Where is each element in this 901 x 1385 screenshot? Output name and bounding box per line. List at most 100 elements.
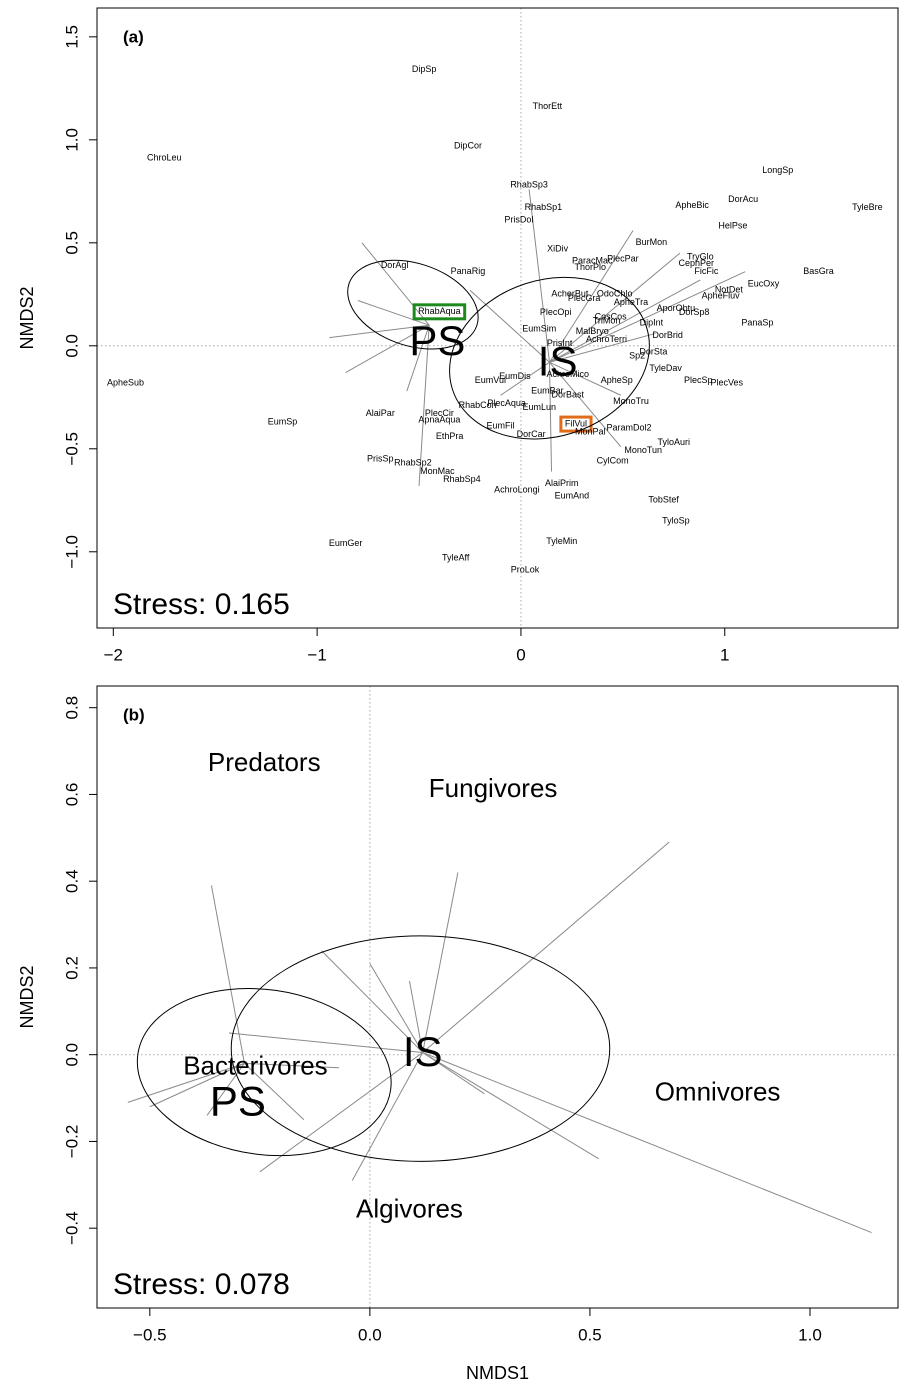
species-label: EucOxy bbox=[748, 278, 780, 288]
panel-label: (b) bbox=[123, 705, 145, 724]
stress-label: Stress: 0.078 bbox=[113, 1268, 290, 1301]
species-label: DipInt bbox=[640, 318, 664, 328]
species-label: ParacMac bbox=[572, 256, 613, 266]
x-tick-label: 0.0 bbox=[358, 1325, 382, 1344]
spider-segment bbox=[408, 980, 424, 1053]
spider-segment bbox=[549, 361, 622, 448]
species-label: AchroMico bbox=[547, 369, 590, 379]
spider-segment bbox=[206, 1063, 245, 1116]
y-tick-label: −1.0 bbox=[62, 535, 81, 569]
spider-segment bbox=[422, 1052, 872, 1233]
species-label: FicFic bbox=[694, 266, 718, 276]
x-axis-label: NMDS1 bbox=[466, 1363, 529, 1383]
spider-segment bbox=[361, 242, 430, 326]
species-label: DorSp8 bbox=[679, 307, 710, 317]
species-label: PlecOpi bbox=[540, 307, 572, 317]
y-tick-label: −0.5 bbox=[62, 432, 81, 466]
species-label: OdoChlo bbox=[597, 289, 633, 299]
spider-segment bbox=[549, 230, 634, 363]
spider-segment bbox=[422, 1052, 599, 1160]
species-label: RhabSp4 bbox=[443, 474, 481, 484]
group-name: PS bbox=[210, 1078, 266, 1125]
species-label: MonPal bbox=[575, 427, 606, 437]
species-label: EumAnd bbox=[555, 491, 590, 501]
species-label: EumSp bbox=[268, 416, 298, 426]
spider-segment bbox=[549, 361, 622, 396]
group-ellipse bbox=[136, 988, 392, 1157]
species-label: PrisSp bbox=[367, 453, 394, 463]
species-label: PlecSp bbox=[684, 375, 713, 385]
species-label: EthPra bbox=[436, 431, 464, 441]
group-label: Fungivores bbox=[429, 773, 558, 803]
spider-segment bbox=[369, 963, 424, 1053]
species-label: ProLok bbox=[511, 565, 540, 575]
y-tick-label: 0.4 bbox=[62, 869, 81, 893]
y-tick-label: 0.0 bbox=[62, 1043, 81, 1067]
spider-segment bbox=[329, 324, 430, 339]
species-label: EumVul bbox=[475, 375, 506, 385]
spider-segment bbox=[244, 1062, 340, 1069]
species-label: TyleBre bbox=[852, 202, 883, 212]
x-tick-label: 1 bbox=[720, 645, 729, 664]
species-label: ThorEtt bbox=[533, 101, 563, 111]
species-label: ThorPlo bbox=[574, 262, 606, 272]
highlight-box bbox=[412, 303, 467, 321]
spider-segment bbox=[549, 252, 681, 363]
spider-segment bbox=[351, 1052, 424, 1181]
species-label: DorAgl bbox=[381, 260, 409, 270]
species-label: HelPse bbox=[718, 221, 747, 231]
species-label: EumFil bbox=[487, 421, 515, 431]
spider-segment bbox=[321, 950, 424, 1053]
species-label: EumBar bbox=[531, 385, 564, 395]
species-label: MalBryo bbox=[576, 326, 609, 336]
species-label: PrisInt bbox=[547, 338, 573, 348]
species-label: PlecAqua bbox=[487, 398, 526, 408]
species-label: Sp2 bbox=[629, 350, 645, 360]
species-label: AchroTerri bbox=[586, 334, 627, 344]
species-label: BasGra bbox=[803, 266, 834, 276]
species-label: EumSim bbox=[522, 324, 556, 334]
species-label: PrisDol bbox=[504, 215, 533, 225]
y-tick-label: 1.0 bbox=[62, 128, 81, 152]
group-ellipse bbox=[449, 276, 650, 440]
species-label: ApheBic bbox=[675, 200, 709, 210]
spider-segment bbox=[244, 1063, 305, 1121]
spider-segment bbox=[406, 325, 430, 392]
species-label: RhabAqua bbox=[418, 306, 461, 316]
highlight-box bbox=[559, 415, 593, 433]
spider-segment bbox=[528, 189, 550, 363]
y-tick-label: −0.4 bbox=[62, 1211, 81, 1245]
spider-segment bbox=[149, 1062, 245, 1108]
species-label: PanaSp bbox=[741, 318, 773, 328]
species-label: NotDet bbox=[715, 285, 744, 295]
group-name: IS bbox=[538, 337, 578, 384]
x-tick-label: 0 bbox=[516, 645, 525, 664]
species-label: EumDis bbox=[499, 371, 531, 381]
species-label: DorBrid bbox=[652, 330, 683, 340]
stress-label: Stress: 0.165 bbox=[113, 588, 290, 621]
spider-segment bbox=[422, 872, 459, 1053]
species-label: PlecGra bbox=[568, 293, 601, 303]
species-label: PlecCir bbox=[425, 408, 454, 418]
species-label: ApheSp bbox=[601, 375, 633, 385]
species-label: LongSp bbox=[762, 165, 793, 175]
y-tick-label: 0.2 bbox=[62, 956, 81, 980]
spider-segment bbox=[228, 1032, 423, 1054]
y-tick-label: 0.0 bbox=[62, 334, 81, 358]
species-label: ApheSub bbox=[107, 377, 144, 387]
group-name: PS bbox=[409, 317, 465, 364]
species-label: BurMon bbox=[636, 237, 668, 247]
species-label: AporObtu bbox=[657, 303, 696, 313]
group-name: IS bbox=[403, 1028, 443, 1075]
species-label: RhabSp2 bbox=[394, 458, 432, 468]
species-label: ParamDol2 bbox=[606, 423, 651, 433]
spider-segment bbox=[469, 289, 550, 363]
group-ellipse bbox=[230, 935, 611, 1162]
x-tick-label: 0.5 bbox=[578, 1325, 602, 1344]
panel-label: (a) bbox=[123, 27, 144, 46]
group-ellipse bbox=[347, 259, 479, 350]
species-label: RhabCorr bbox=[459, 400, 498, 410]
spider-segment bbox=[259, 1052, 423, 1173]
spider-segment bbox=[418, 325, 430, 486]
species-label: DipCor bbox=[454, 140, 482, 150]
